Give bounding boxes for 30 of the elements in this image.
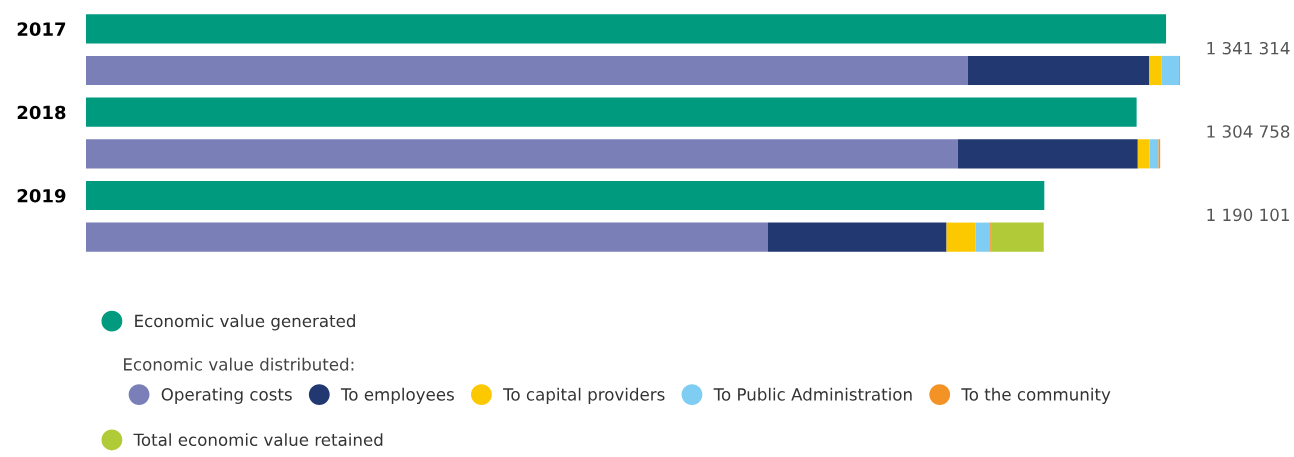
- legend-label: To employees: [340, 387, 454, 404]
- legend-label: Economic value generated: [135, 314, 355, 331]
- data-label: 1 341 314: [1207, 41, 1290, 55]
- data-label: 1 190 101: [1207, 208, 1289, 222]
- legend-label: To capital providers: [503, 387, 665, 404]
- bar: [1149, 55, 1162, 86]
- bar: [1161, 55, 1180, 86]
- bar: [946, 222, 976, 252]
- bar: [957, 139, 1138, 169]
- legend-label: To the community: [961, 387, 1111, 404]
- bar: [991, 222, 1044, 252]
- y-tick-label: 2017: [17, 22, 66, 36]
- bar: [86, 139, 958, 169]
- legend-label: Operating costs: [161, 387, 292, 404]
- bar: [86, 222, 768, 252]
- bar: [1149, 139, 1159, 169]
- bar: [86, 180, 1045, 211]
- y-tick-label: 2019: [17, 188, 66, 203]
- y-tick-label: 2018: [17, 105, 66, 120]
- bar: [86, 14, 1167, 44]
- legend-title: Economic value distributed:: [124, 357, 354, 371]
- legend-label: Total economic value retained: [133, 433, 383, 447]
- bar: [967, 55, 1150, 86]
- bar: [86, 55, 968, 86]
- bar: [86, 97, 1137, 127]
- bar: [767, 222, 947, 252]
- data-label: 1 304 758: [1207, 125, 1290, 138]
- bar: [1137, 139, 1150, 169]
- legend-label: To Public Administration: [713, 387, 912, 401]
- bar: [975, 222, 991, 252]
